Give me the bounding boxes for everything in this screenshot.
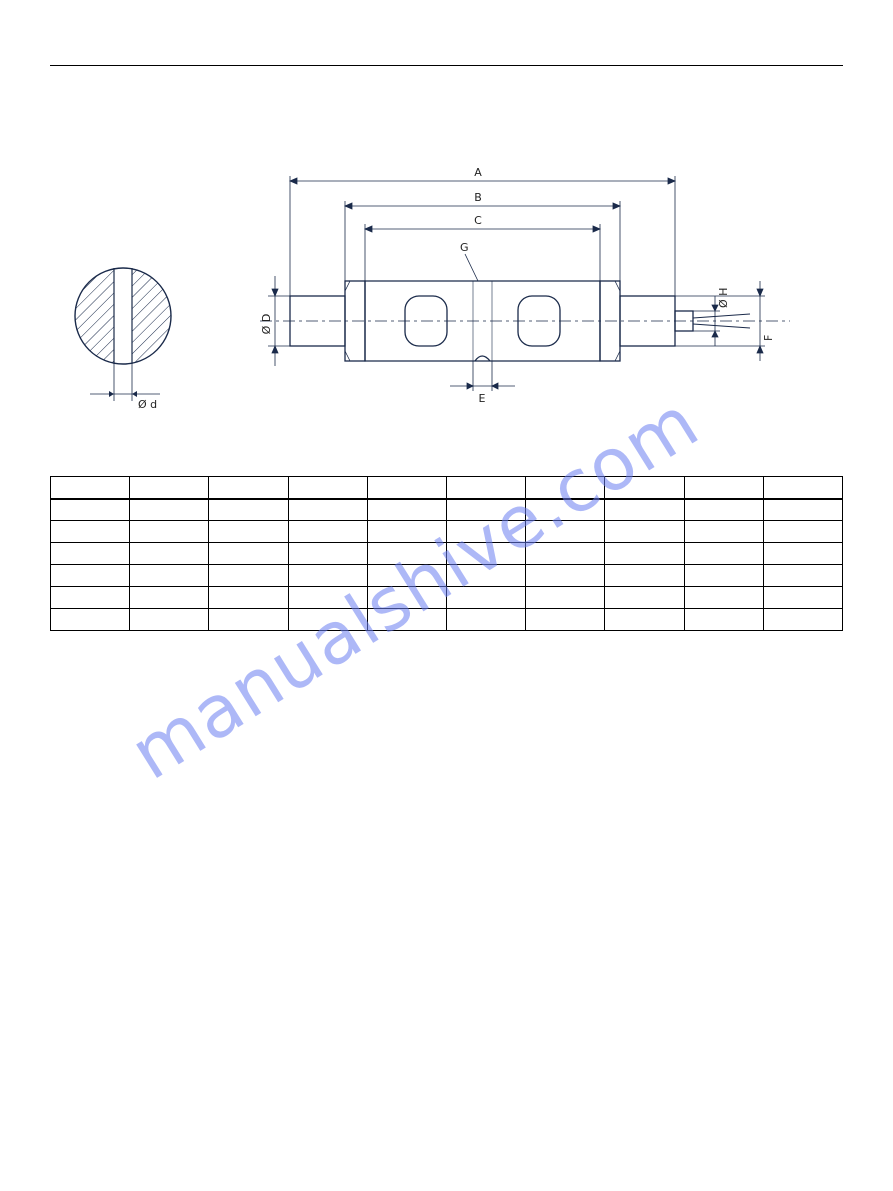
table-row: [51, 565, 843, 587]
col-6: [526, 477, 605, 499]
col-1: [130, 477, 209, 499]
label-A: A: [474, 166, 482, 179]
label-F: F: [762, 335, 775, 341]
table-row: [51, 543, 843, 565]
col-9: [763, 477, 842, 499]
label-G: G: [460, 241, 469, 254]
header-rule: [50, 65, 843, 66]
col-7: [605, 477, 684, 499]
table-header: [51, 477, 843, 499]
table-row: [51, 587, 843, 609]
dimension-table: [50, 476, 843, 631]
label-H: Ø H: [717, 288, 730, 308]
diagram-row: Ø d: [50, 146, 843, 426]
label-D: Ø D: [260, 314, 273, 335]
table-row: [51, 521, 843, 543]
label-B: B: [474, 191, 482, 204]
col-3: [288, 477, 367, 499]
table-body: [51, 499, 843, 631]
side-view-drawing: Ø d: [60, 256, 190, 426]
col-0: [51, 477, 130, 499]
label-d: Ø d: [138, 398, 157, 411]
label-C: C: [474, 214, 482, 227]
col-2: [209, 477, 288, 499]
col-8: [684, 477, 763, 499]
table-row: [51, 609, 843, 631]
label-E: E: [479, 392, 486, 405]
table-row: [51, 499, 843, 521]
col-5: [446, 477, 525, 499]
main-view-drawing: A B C Ø D G: [250, 146, 810, 426]
col-4: [367, 477, 446, 499]
